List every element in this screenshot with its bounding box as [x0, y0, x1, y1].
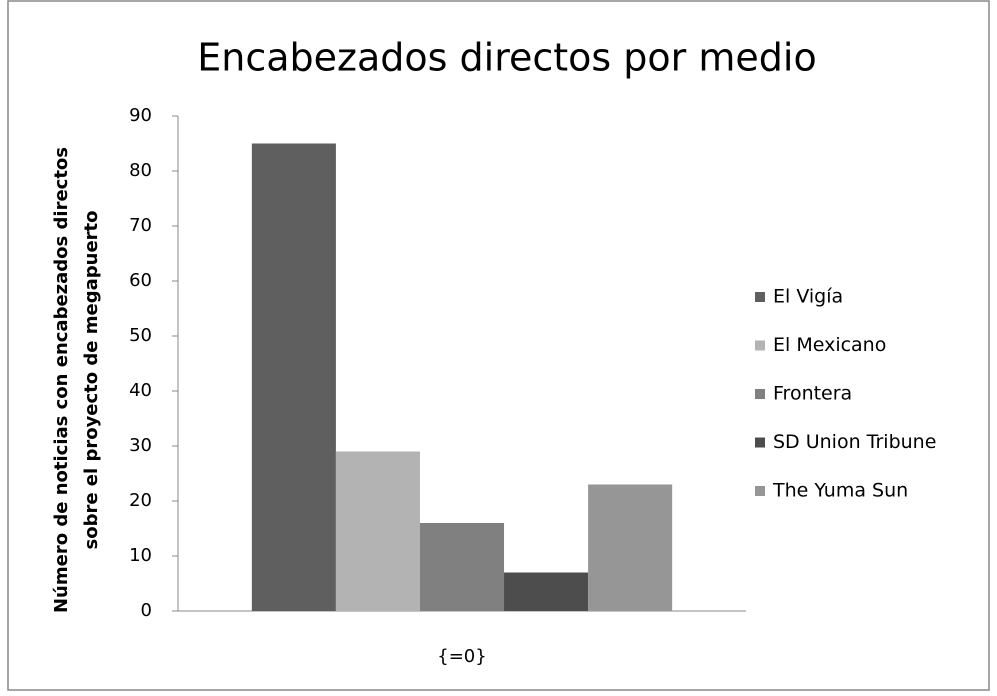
legend-swatch: [755, 486, 765, 496]
y-tick-label: 10: [129, 545, 152, 566]
y-tick-label: 50: [129, 325, 152, 346]
y-tick-label: 20: [129, 490, 152, 511]
legend-label: SD Union Tribune: [773, 431, 936, 453]
legend-swatch: [755, 340, 765, 351]
legend-swatch: [755, 389, 765, 399]
chart-title: Encabezados directos por medio: [197, 36, 816, 80]
y-tick-label: 80: [129, 160, 152, 181]
bar: [335, 451, 420, 611]
legend-label: El Mexicano: [773, 334, 886, 356]
bar: [251, 143, 336, 611]
legend-swatch: [755, 292, 765, 302]
y-axis-label: Número de noticias con encabezados direc…: [51, 147, 72, 613]
y-tick-label: 90: [129, 105, 152, 126]
y-tick-label: 40: [129, 380, 152, 401]
legend-label: The Yuma Sun: [772, 480, 908, 502]
legend-label: El Vigía: [773, 286, 843, 308]
x-tick-label: {=0}: [437, 646, 486, 667]
bar: [588, 484, 673, 611]
bar: [419, 523, 505, 611]
bar: [504, 572, 589, 611]
legend-label: Frontera: [773, 383, 852, 405]
y-tick-label: 70: [129, 215, 152, 236]
y-tick-label: 60: [129, 270, 152, 291]
y-tick-label: 30: [129, 435, 152, 456]
legend-swatch: [755, 437, 765, 448]
y-axis-label: sobre el proyecto de megapuerto: [81, 210, 102, 549]
y-tick-label: 0: [141, 600, 152, 621]
